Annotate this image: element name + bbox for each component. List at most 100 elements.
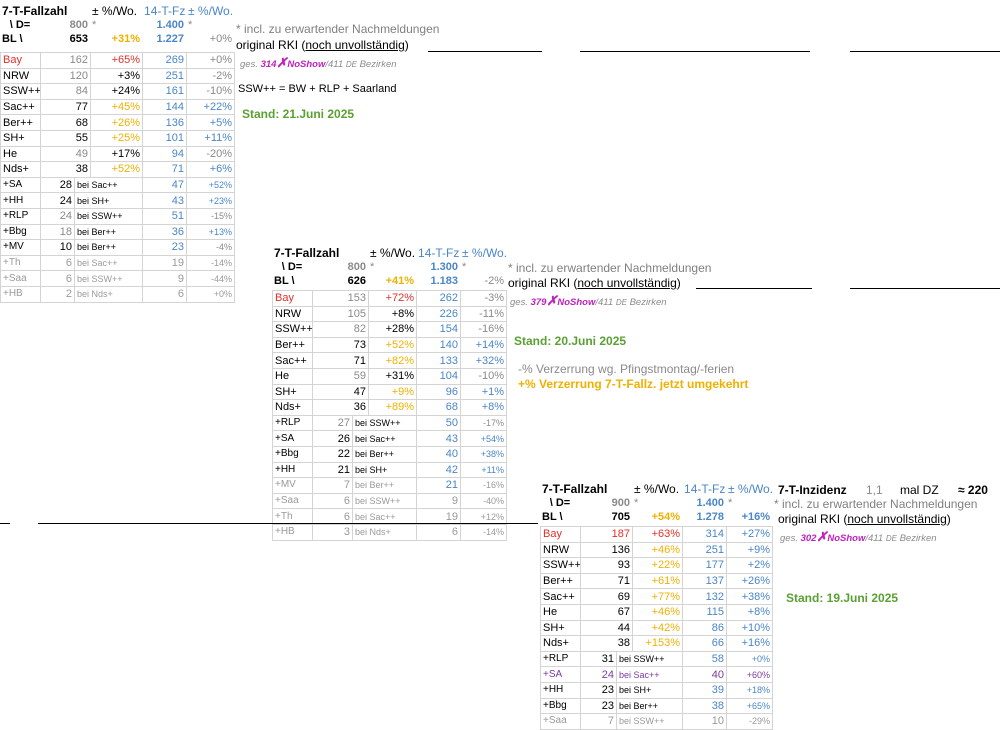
orig-suffix: ) bbox=[676, 276, 681, 290]
fz14: 38 bbox=[682, 697, 728, 715]
pct14: +9% bbox=[726, 541, 774, 559]
fallzahl: 84 bbox=[39, 83, 92, 100]
ges-prefix: ges. bbox=[780, 533, 798, 544]
fz14: 39 bbox=[682, 681, 728, 699]
fz14: 177 bbox=[682, 557, 728, 574]
ges-bez: Bezirken bbox=[359, 59, 397, 70]
state-name: He bbox=[540, 603, 581, 621]
pct: +22% bbox=[632, 557, 684, 574]
main-rows: Bay 153 +72% 262 -3% NRW 105 +8% 226 -11% SSW++ 8… bbox=[272, 290, 508, 416]
table-row: NRW 136 +46% 251 +9% bbox=[540, 541, 774, 559]
table-row: SH+ 44 +42% 86 +10% bbox=[540, 619, 774, 637]
table-row: +SA 26 bei Sac++ 43 +54% bbox=[272, 430, 508, 447]
d-value: 800 bbox=[69, 19, 89, 31]
pct14: +14% bbox=[460, 336, 508, 354]
state-name: He bbox=[0, 145, 41, 163]
table-row: Bay 187 +63% 314 +27% bbox=[540, 526, 774, 543]
orig-prefix: original RKI ( bbox=[778, 512, 848, 526]
bl-14tfz-pct: +0% bbox=[209, 33, 233, 45]
bl-total: 626 bbox=[347, 275, 367, 287]
d-star: * bbox=[92, 19, 97, 31]
bei-label: bei SH+ bbox=[615, 681, 684, 699]
ges-suffix: /411 bbox=[595, 297, 614, 308]
table-row: Nds+ 36 +89% 68 +8% bbox=[272, 399, 508, 416]
state-name: Bay bbox=[272, 290, 313, 307]
table-row: +SA 28 bei Sac++ 47 +52% bbox=[0, 176, 236, 194]
ges-num: 302 bbox=[800, 533, 817, 544]
state-name: Nds+ bbox=[540, 635, 581, 652]
state-name: Nds+ bbox=[272, 399, 313, 416]
col-header-pm2: ± %/Wo. bbox=[188, 4, 234, 18]
bl-pct: +54% bbox=[651, 511, 681, 523]
table-row: +HH 24 bei SH+ 43 +23% bbox=[0, 192, 236, 209]
fallzahl: 23 bbox=[580, 697, 617, 715]
fz14: 226 bbox=[416, 305, 462, 323]
bl-14tfz: 1.227 bbox=[156, 33, 185, 45]
stand-date: Stand: 21.Juni 2025 bbox=[242, 107, 355, 121]
pct14: +22% bbox=[186, 98, 236, 116]
state-name: +Bbg bbox=[540, 697, 581, 715]
fz14: 251 bbox=[682, 541, 728, 559]
state-name: Ber++ bbox=[0, 114, 41, 131]
fallzahl: 7 bbox=[580, 713, 617, 730]
table-row: Ber++ 73 +52% 140 +14% bbox=[272, 336, 508, 354]
ges-note: ges. 379✗NoShow/411 DE Bezirken bbox=[510, 293, 667, 309]
pct14: +18% bbox=[726, 681, 774, 699]
pct14: -29% bbox=[726, 713, 774, 730]
d-star: * bbox=[370, 261, 375, 273]
table-row: Bay 162 +65% 269 +0% bbox=[0, 52, 236, 69]
bei-label: bei Nds+ bbox=[351, 523, 418, 541]
panel-20-juni: 7-T-Fallzahl ± %/Wo. 14-T-Fz ± %/Wo. \ D… bbox=[272, 246, 1000, 541]
fallzahl: 136 bbox=[579, 541, 634, 559]
state-name: SH+ bbox=[540, 619, 581, 637]
ges-num: 314 bbox=[260, 59, 277, 70]
bl-pct: +31% bbox=[111, 33, 141, 45]
fallzahl: 69 bbox=[579, 588, 634, 605]
orig-underlined: noch unvollständig bbox=[847, 512, 947, 526]
fallzahl: 2 bbox=[40, 285, 75, 303]
state-name: NRW bbox=[540, 541, 581, 559]
state-name: NRW bbox=[272, 305, 313, 323]
ges-de: DE bbox=[885, 534, 897, 543]
line-left-long bbox=[38, 523, 538, 524]
pct: +153% bbox=[632, 635, 684, 652]
fz14: 47 bbox=[142, 176, 188, 194]
fallzahl: 93 bbox=[579, 557, 634, 574]
pct14: -10% bbox=[460, 367, 508, 385]
pct14: +60% bbox=[726, 666, 774, 683]
bl-14tfz-pct: +16% bbox=[741, 511, 771, 523]
table-row: Sac++ 71 +82% 133 +32% bbox=[272, 352, 508, 369]
table-row: SSW++ 93 +22% 177 +2% bbox=[540, 557, 774, 574]
fallzahl: 27 bbox=[312, 414, 353, 432]
fallzahl: 153 bbox=[311, 290, 370, 307]
d-value: 800 bbox=[347, 261, 367, 273]
pct14: +38% bbox=[726, 588, 774, 605]
fallzahl: 31 bbox=[580, 650, 617, 668]
bei-label: bei Sac++ bbox=[615, 666, 684, 683]
table-row: +Bbg 22 bei Ber++ 40 +38% bbox=[272, 445, 508, 463]
table-row: He 59 +31% 104 -10% bbox=[272, 367, 508, 385]
table-row: Ber++ 71 +61% 137 +26% bbox=[540, 572, 774, 590]
note-original-rki: original RKI (noch unvollständig) bbox=[508, 276, 681, 290]
stand-date: Stand: 19.Juni 2025 bbox=[786, 591, 899, 605]
col-header-pm: ± %/Wo. bbox=[370, 246, 416, 260]
ges-prefix: ges. bbox=[240, 59, 258, 70]
fallzahl: 24 bbox=[40, 192, 75, 209]
bl-pct: +41% bbox=[385, 275, 415, 287]
fz14: 137 bbox=[682, 572, 728, 590]
ges-de: DE bbox=[345, 60, 357, 69]
fallzahl: 28 bbox=[40, 176, 75, 194]
ges-prefix: ges. bbox=[510, 297, 528, 308]
bei-label: bei Ber++ bbox=[615, 697, 684, 715]
pct: +63% bbox=[632, 526, 684, 543]
inzidenz-label: 7-T-Inzidenz bbox=[778, 483, 847, 497]
col-header-14tfz: 14-T-Fz bbox=[684, 482, 726, 496]
main-rows: Bay 187 +63% 314 +27% NRW 136 +46% 251 +9% SSW++… bbox=[540, 526, 774, 652]
table-row: He 67 +46% 115 +8% bbox=[540, 603, 774, 621]
note-incl: * incl. zu erwartender Nachmeldungen bbox=[774, 497, 978, 511]
fz-ref-star: * bbox=[462, 261, 467, 273]
state-name: SSW++ bbox=[540, 557, 581, 574]
ges-num: 379 bbox=[530, 297, 547, 308]
table-row: +RLP 31 bei SSW++ 58 +0% bbox=[540, 650, 774, 668]
